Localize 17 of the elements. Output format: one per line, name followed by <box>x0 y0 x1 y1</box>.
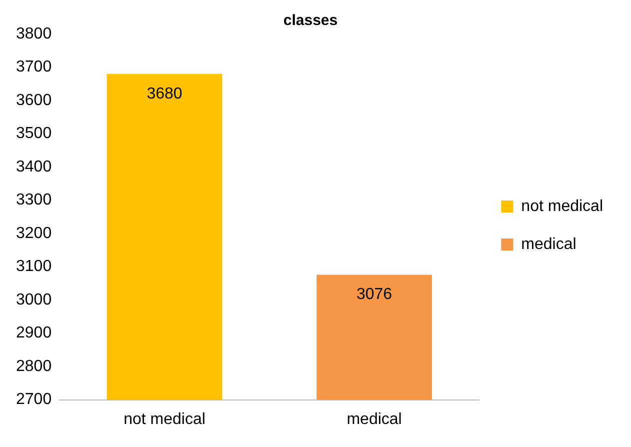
data-label: 3076 <box>356 286 392 304</box>
y-tick-label: 3600 <box>16 92 52 109</box>
y-tick-label: 2800 <box>16 358 52 375</box>
legend-label: medical <box>521 236 576 253</box>
y-tick-label: 3300 <box>16 192 52 209</box>
y-tick-label: 2900 <box>16 324 52 342</box>
y-tick-label: 2700 <box>16 391 52 408</box>
y-tick-label: 3700 <box>16 58 52 76</box>
data-label: 3680 <box>146 85 182 102</box>
legend-label: not medical <box>521 198 604 215</box>
y-tick-label: 3200 <box>16 224 52 242</box>
y-tick-label: 3800 <box>16 25 52 42</box>
y-tick-label: 3500 <box>16 125 52 142</box>
y-tick-label: 3400 <box>16 158 52 176</box>
chart-title: classes <box>283 12 338 30</box>
y-tick-label: 3000 <box>16 291 52 308</box>
y-tick-label: 3100 <box>16 258 52 276</box>
